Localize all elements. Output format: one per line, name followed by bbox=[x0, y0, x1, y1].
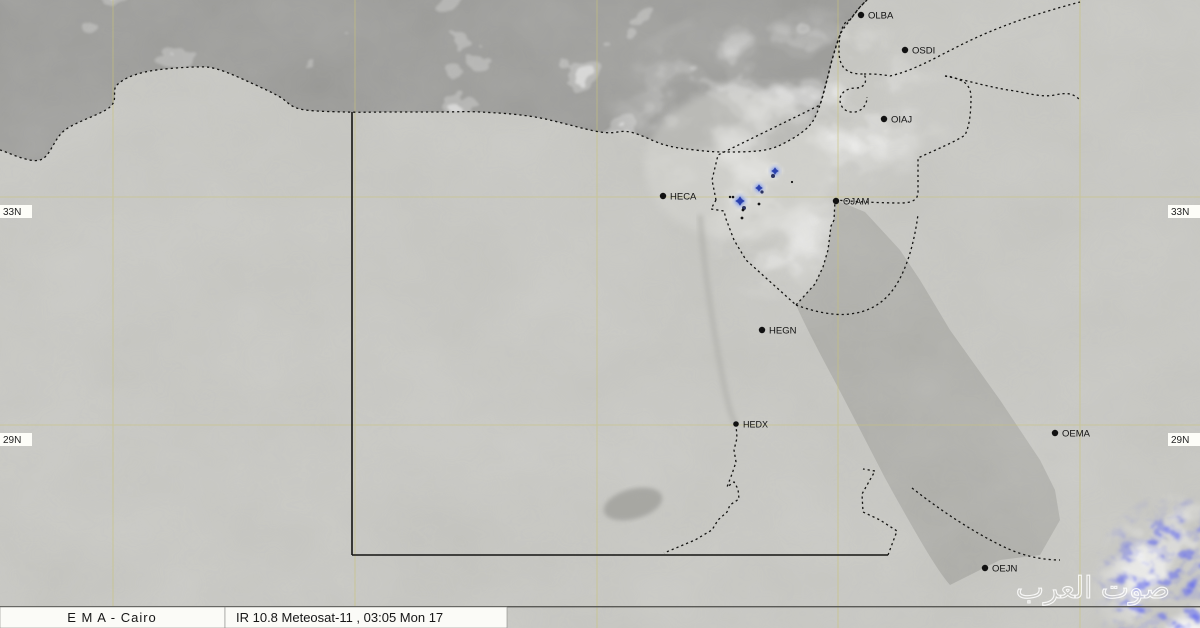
svg-text:HEDX: HEDX bbox=[743, 420, 768, 430]
svg-text:HECA: HECA bbox=[670, 192, 697, 203]
svg-text:E M A - Cairo: E M A - Cairo bbox=[67, 610, 157, 625]
svg-text:IR 10.8 Meteosat-11 , 03:05 M: IR 10.8 Meteosat-11 , 03:05 Mon 17 bbox=[236, 610, 443, 625]
svg-text:29N: 29N bbox=[3, 435, 21, 446]
svg-text:OLBA: OLBA bbox=[868, 11, 894, 22]
svg-text:HEGN: HEGN bbox=[769, 326, 797, 337]
svg-text:OJAM: OJAM bbox=[843, 197, 869, 208]
svg-text:OIAJ: OIAJ bbox=[891, 115, 912, 126]
svg-text:OEJN: OEJN bbox=[992, 564, 1017, 575]
svg-text:33N: 33N bbox=[1171, 207, 1189, 218]
svg-text:29N: 29N bbox=[1171, 435, 1189, 446]
svg-text:صوت العرب: صوت العرب bbox=[1016, 572, 1170, 606]
svg-text:OEMA: OEMA bbox=[1062, 429, 1091, 440]
svg-text:OSDI: OSDI bbox=[912, 46, 935, 57]
svg-text:33N: 33N bbox=[3, 207, 21, 218]
